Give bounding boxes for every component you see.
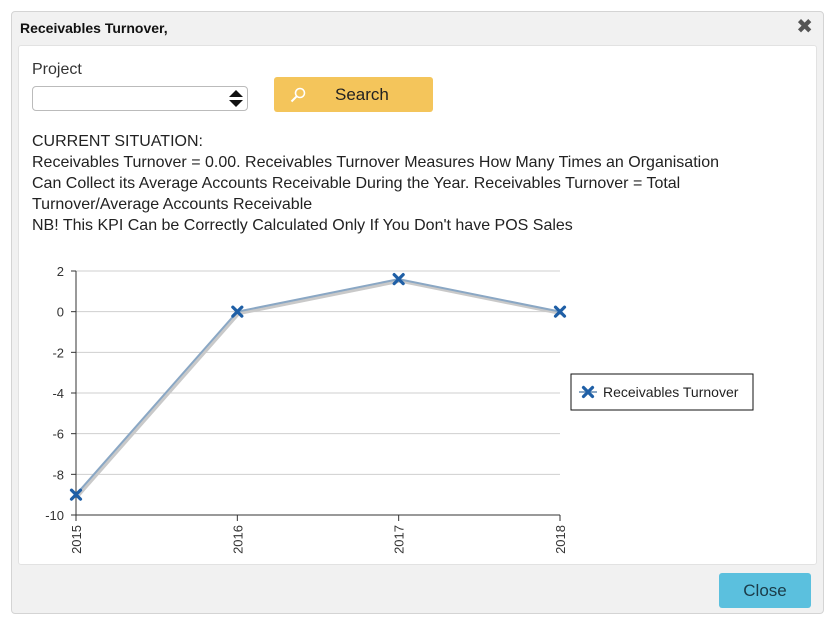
search-icon [290,87,306,103]
situation-line: NB! This KPI Can be Correctly Calculated… [32,217,573,234]
situation-line: Can Collect its Average Accounts Receiva… [32,175,681,192]
legend-box [570,373,754,411]
y-tick-label: -8 [52,467,64,482]
situation-line: Receivables Turnover = 0.00. Receivables… [32,154,719,171]
y-tick-label: -2 [52,345,64,360]
receivables-chart: 2 0 -2 -4 -6 -8 -10 2015 2016 2017 2018 Receivables… [45,264,754,554]
dialog-title: Receivables Turnover, [20,20,168,36]
data-point [69,488,83,501]
y-tick-label: 0 [57,305,64,320]
close-icon[interactable]: ✖ [796,16,813,38]
series-line [75,278,561,496]
search-button[interactable]: Search [274,77,433,112]
situation-text: CURRENT SITUATION: Receivables Turnover … [32,131,792,236]
series-line-shadow [76,279,562,498]
x-tick-label: 2017 [392,525,407,554]
y-tick-label: -6 [52,427,64,442]
x-tick-label: 2015 [69,525,84,554]
y-tick-label: -10 [45,508,64,523]
situation-line: CURRENT SITUATION: [32,133,203,150]
close-button[interactable]: Close [719,573,811,608]
x-tick-label: 2018 [553,525,568,554]
x-tick-label: 2016 [230,525,245,554]
data-point [231,305,244,318]
y-tick-label: 2 [57,264,64,279]
dialog-titlebar: Receivables Turnover, ✖ [12,12,823,44]
y-tick-label: -4 [52,386,64,401]
legend-marker [581,385,595,399]
project-label: Project [32,61,82,78]
data-point [392,273,405,286]
dialog: Receivables Turnover, ✖ Project Search C… [11,11,824,614]
data-point [553,305,567,318]
select-arrows-icon [229,90,243,107]
search-button-label: Search [335,85,389,104]
situation-line: Turnover/Average Accounts Receivable [32,196,313,213]
project-select[interactable] [32,86,248,111]
dialog-content: Project Search CURRENT SITUATION: Receiv… [18,45,817,565]
legend-label: Receivables Turnover [603,384,739,400]
